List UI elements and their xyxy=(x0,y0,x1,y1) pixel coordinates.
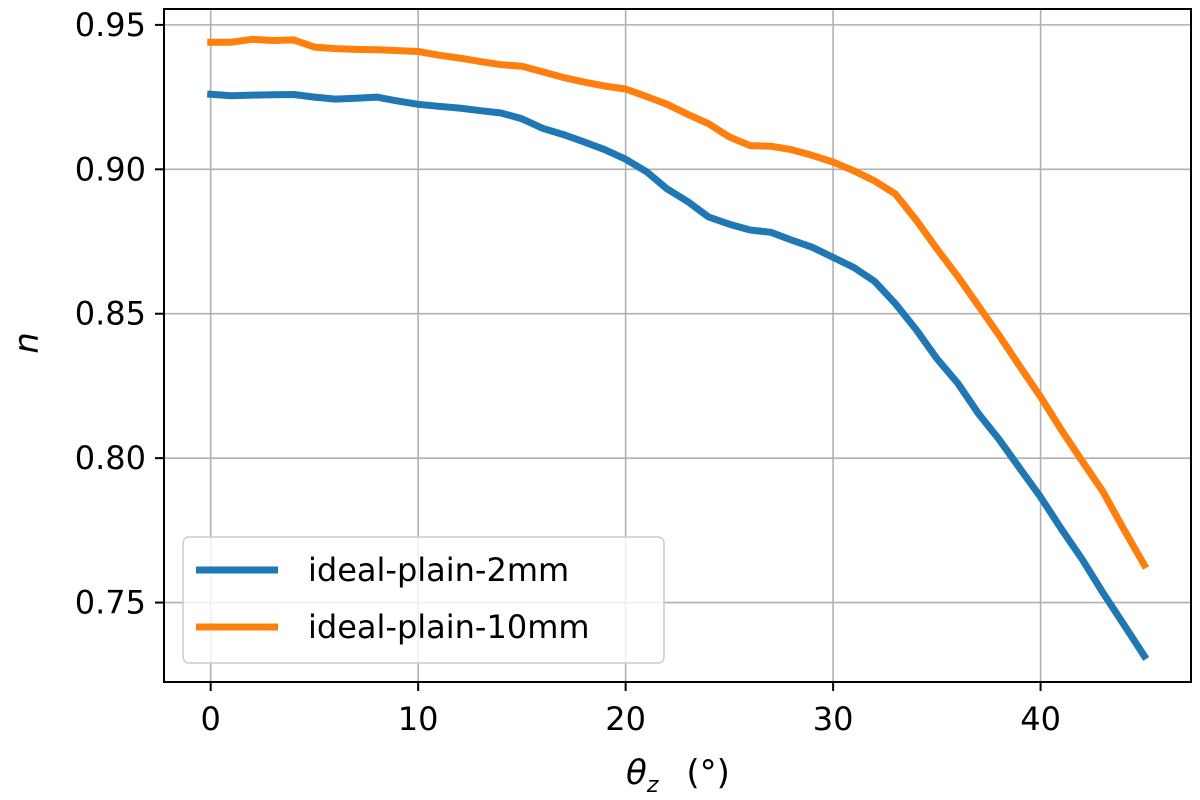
axis-ticks: 0 10 20 30 40 0.75 0.80 0.85 0.90 0.95 xyxy=(75,6,1061,738)
plot-frame xyxy=(163,8,1192,683)
y-tick-label: 0.85 xyxy=(75,295,146,333)
series-line-ideal-plain-10mm xyxy=(207,35,1150,570)
x-tick-label: 20 xyxy=(605,700,646,738)
legend: ideal-plain-2mm ideal-plain-10mm xyxy=(182,536,665,664)
x-tick-label: 40 xyxy=(1020,700,1061,738)
legend-box xyxy=(182,536,665,664)
x-tick-label: 30 xyxy=(813,700,854,738)
x-tick-label: 10 xyxy=(398,700,439,738)
y-tick-label: 0.75 xyxy=(75,584,146,622)
legend-label-ideal-plain-2mm: ideal-plain-2mm xyxy=(308,551,569,589)
legend-label-ideal-plain-10mm: ideal-plain-10mm xyxy=(308,608,590,646)
x-axis-label: θz (°) xyxy=(626,753,730,798)
x-axis-subscript: z xyxy=(646,773,659,798)
series-line-ideal-plain-2mm xyxy=(206,90,1150,661)
x-axis-unit: (°) xyxy=(686,753,730,793)
y-tick-label: 0.90 xyxy=(75,150,146,188)
y-tick-label: 0.95 xyxy=(75,6,146,44)
x-axis-symbol: θ xyxy=(626,753,647,793)
series-layer xyxy=(206,35,1150,661)
x-tick-label: 0 xyxy=(201,700,221,738)
y-axis-label: n xyxy=(7,332,47,354)
y-tick-label: 0.80 xyxy=(75,439,146,477)
